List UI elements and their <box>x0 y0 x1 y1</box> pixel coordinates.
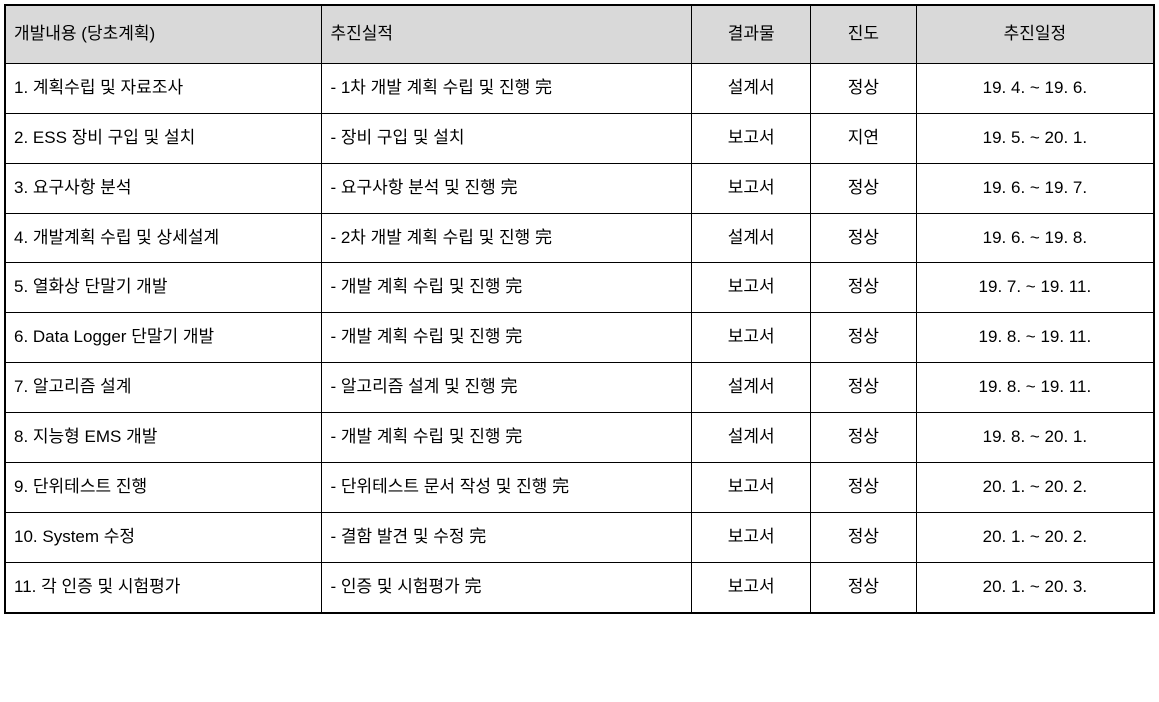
cell-plan: 6. Data Logger 단말기 개발 <box>5 313 322 363</box>
cell-schedule: 19. 6. ~ 19. 8. <box>916 213 1154 263</box>
table-body: 1. 계획수립 및 자료조사- 1차 개발 계획 수립 및 진행 完설계서정상1… <box>5 63 1154 612</box>
table-row: 10. System 수정- 결함 발견 및 수정 完보고서정상20. 1. ~… <box>5 512 1154 562</box>
cell-status: 정상 <box>811 63 917 113</box>
cell-progress: - 알고리즘 설계 및 진행 完 <box>322 363 692 413</box>
cell-plan: 8. 지능형 EMS 개발 <box>5 413 322 463</box>
cell-plan: 7. 알고리즘 설계 <box>5 363 322 413</box>
cell-schedule: 19. 8. ~ 19. 11. <box>916 313 1154 363</box>
cell-result: 보고서 <box>692 313 811 363</box>
cell-status: 정상 <box>811 512 917 562</box>
cell-plan: 9. 단위테스트 진행 <box>5 463 322 513</box>
header-progress: 추진실적 <box>322 5 692 63</box>
table-row: 7. 알고리즘 설계- 알고리즘 설계 및 진행 完설계서정상19. 8. ~ … <box>5 363 1154 413</box>
cell-progress: - 장비 구입 및 설치 <box>322 113 692 163</box>
cell-status: 정상 <box>811 463 917 513</box>
cell-status: 지연 <box>811 113 917 163</box>
cell-result: 보고서 <box>692 113 811 163</box>
cell-progress: - 요구사항 분석 및 진행 完 <box>322 163 692 213</box>
table-row: 9. 단위테스트 진행- 단위테스트 문서 작성 및 진행 完보고서정상20. … <box>5 463 1154 513</box>
cell-schedule: 20. 1. ~ 20. 3. <box>916 562 1154 612</box>
cell-status: 정상 <box>811 213 917 263</box>
cell-status: 정상 <box>811 363 917 413</box>
cell-status: 정상 <box>811 562 917 612</box>
cell-result: 설계서 <box>692 363 811 413</box>
header-schedule: 추진일정 <box>916 5 1154 63</box>
header-status: 진도 <box>811 5 917 63</box>
cell-schedule: 19. 6. ~ 19. 7. <box>916 163 1154 213</box>
cell-plan: 3. 요구사항 분석 <box>5 163 322 213</box>
cell-progress: - 개발 계획 수립 및 진행 完 <box>322 313 692 363</box>
cell-result: 보고서 <box>692 263 811 313</box>
cell-result: 설계서 <box>692 63 811 113</box>
cell-plan: 1. 계획수립 및 자료조사 <box>5 63 322 113</box>
cell-plan: 2. ESS 장비 구입 및 설치 <box>5 113 322 163</box>
cell-progress: - 2차 개발 계획 수립 및 진행 完 <box>322 213 692 263</box>
cell-progress: - 결함 발견 및 수정 完 <box>322 512 692 562</box>
cell-plan: 4. 개발계획 수립 및 상세설계 <box>5 213 322 263</box>
cell-result: 설계서 <box>692 213 811 263</box>
cell-progress: - 단위테스트 문서 작성 및 진행 完 <box>322 463 692 513</box>
cell-progress: - 1차 개발 계획 수립 및 진행 完 <box>322 63 692 113</box>
cell-schedule: 19. 7. ~ 19. 11. <box>916 263 1154 313</box>
table-row: 5. 열화상 단말기 개발- 개발 계획 수립 및 진행 完보고서정상19. 7… <box>5 263 1154 313</box>
table-header-row: 개발내용 (당초계획) 추진실적 결과물 진도 추진일정 <box>5 5 1154 63</box>
cell-schedule: 19. 5. ~ 20. 1. <box>916 113 1154 163</box>
project-schedule-table: 개발내용 (당초계획) 추진실적 결과물 진도 추진일정 1. 계획수립 및 자… <box>4 4 1155 614</box>
cell-result: 보고서 <box>692 463 811 513</box>
cell-result: 보고서 <box>692 562 811 612</box>
cell-plan: 11. 각 인증 및 시험평가 <box>5 562 322 612</box>
cell-plan: 5. 열화상 단말기 개발 <box>5 263 322 313</box>
cell-schedule: 19. 8. ~ 19. 11. <box>916 363 1154 413</box>
cell-status: 정상 <box>811 413 917 463</box>
table-row: 4. 개발계획 수립 및 상세설계- 2차 개발 계획 수립 및 진행 完설계서… <box>5 213 1154 263</box>
table-row: 3. 요구사항 분석- 요구사항 분석 및 진행 完보고서정상19. 6. ~ … <box>5 163 1154 213</box>
cell-result: 보고서 <box>692 163 811 213</box>
cell-schedule: 19. 4. ~ 19. 6. <box>916 63 1154 113</box>
cell-schedule: 20. 1. ~ 20. 2. <box>916 463 1154 513</box>
cell-status: 정상 <box>811 163 917 213</box>
table-row: 8. 지능형 EMS 개발- 개발 계획 수립 및 진행 完설계서정상19. 8… <box>5 413 1154 463</box>
table-row: 2. ESS 장비 구입 및 설치- 장비 구입 및 설치보고서지연19. 5.… <box>5 113 1154 163</box>
cell-plan: 10. System 수정 <box>5 512 322 562</box>
table-row: 1. 계획수립 및 자료조사- 1차 개발 계획 수립 및 진행 完설계서정상1… <box>5 63 1154 113</box>
cell-status: 정상 <box>811 313 917 363</box>
cell-status: 정상 <box>811 263 917 313</box>
cell-progress: - 개발 계획 수립 및 진행 完 <box>322 263 692 313</box>
table-row: 6. Data Logger 단말기 개발- 개발 계획 수립 및 진행 完보고… <box>5 313 1154 363</box>
table-row: 11. 각 인증 및 시험평가- 인증 및 시험평가 完보고서정상20. 1. … <box>5 562 1154 612</box>
cell-progress: - 개발 계획 수립 및 진행 完 <box>322 413 692 463</box>
cell-result: 설계서 <box>692 413 811 463</box>
cell-schedule: 20. 1. ~ 20. 2. <box>916 512 1154 562</box>
cell-result: 보고서 <box>692 512 811 562</box>
cell-schedule: 19. 8. ~ 20. 1. <box>916 413 1154 463</box>
cell-progress: - 인증 및 시험평가 完 <box>322 562 692 612</box>
header-result: 결과물 <box>692 5 811 63</box>
header-plan: 개발내용 (당초계획) <box>5 5 322 63</box>
